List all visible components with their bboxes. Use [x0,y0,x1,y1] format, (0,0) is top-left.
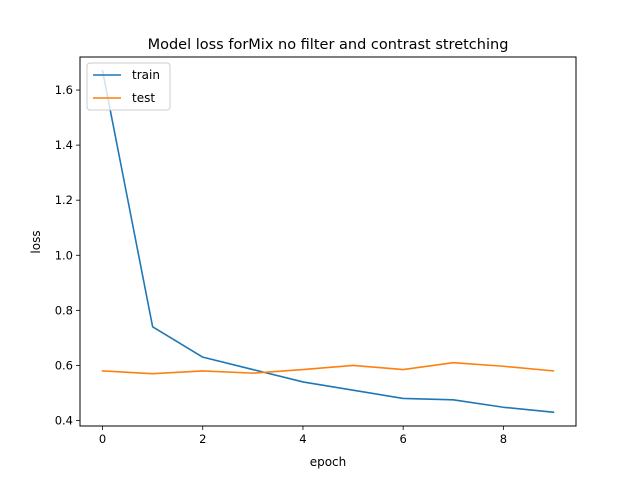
x-tick-label: 4 [299,432,306,446]
x-tick-label: 6 [399,432,406,446]
x-tick-label: 8 [500,432,507,446]
y-tick-label: 0.6 [55,358,73,372]
series-line-test [101,361,555,375]
legend: train test [86,62,171,111]
y-tick-label: 1.6 [55,83,73,97]
y-axis-ticks: 0.4 0.6 0.8 1.0 1.2 1.4 1.6 [55,83,80,427]
y-tick-label: 0.4 [55,413,73,427]
x-axis-label: epoch [310,455,347,469]
plot-marks [101,69,555,414]
plot-frame [79,56,577,427]
x-axis-ticks: 0 2 4 6 8 [99,426,507,446]
chart-title: Model loss forMix no filter and contrast… [148,37,509,53]
x-tick-label: 0 [99,432,106,446]
series-line-train [101,69,555,414]
y-tick-label: 0.8 [55,303,73,317]
legend-label-train: train [132,68,160,82]
y-axis-label: loss [29,230,43,253]
x-tick-label: 2 [199,432,206,446]
y-tick-label: 1.4 [55,138,73,152]
y-tick-label: 1.0 [55,248,73,262]
y-tick-label: 1.2 [55,193,73,207]
legend-label-test: test [132,91,155,105]
